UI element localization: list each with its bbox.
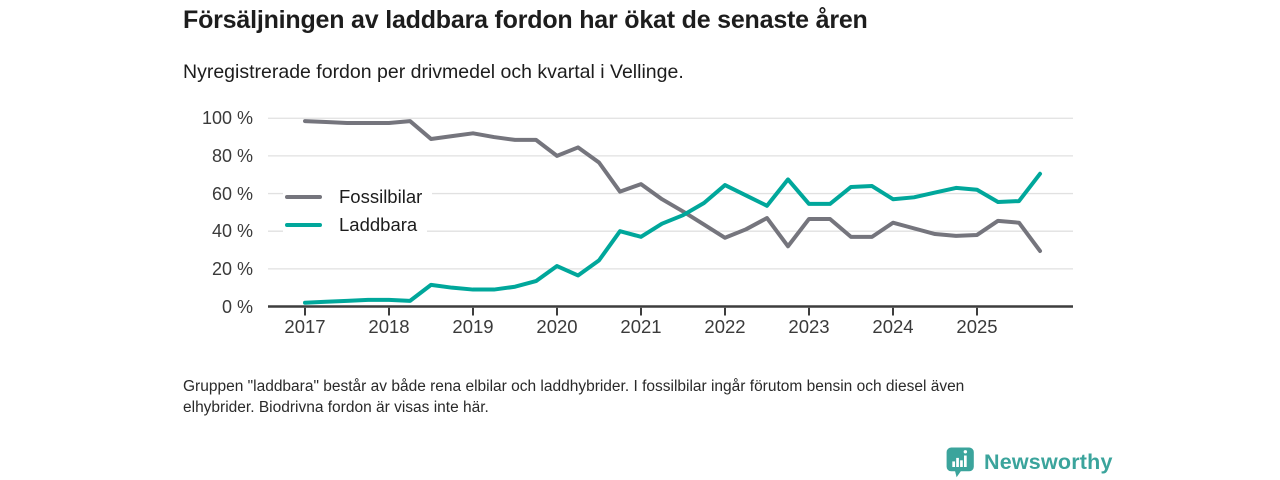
y-tick-label-0: 0 % (221, 296, 253, 317)
legend-label-fossilbilar: Fossilbilar (339, 186, 423, 207)
legend-label-laddbara: Laddbara (339, 214, 418, 235)
series-line-laddbara (303, 171, 1042, 305)
x-tick-label-2017: 2017 (284, 316, 326, 337)
legend-item-fossilbilar: Fossilbilar (283, 184, 433, 210)
chart-footnote: Gruppen "laddbara" består av både rena e… (183, 377, 964, 418)
y-tick-label-100: 100 % (201, 108, 253, 129)
footnote-line-1: Gruppen "laddbara" består av både rena e… (183, 378, 965, 395)
newsworthy-pin-barchart-icon (946, 447, 974, 478)
x-tick-label-2021: 2021 (620, 316, 662, 337)
x-tick-label-2022: 2022 (704, 316, 746, 337)
y-tick-label-80: 80 % (211, 145, 253, 166)
y-tick-label-40: 40 % (211, 221, 253, 242)
page-title: Försäljningen av laddbara fordon har öka… (183, 6, 868, 34)
legend-item-laddbara: Laddbara (283, 212, 428, 238)
footnote-line-2: elhybrider. Biodrivna fordon är visas in… (183, 398, 489, 416)
x-tick-label-2019: 2019 (452, 316, 494, 337)
newsworthy-logo[interactable]: Newsworthy (944, 446, 1113, 479)
x-tick-label-2025: 2025 (956, 316, 998, 337)
x-tick-label-2020: 2020 (536, 316, 578, 337)
series-line-fossilbilar (303, 119, 1042, 253)
chart-subtitle: Nyregistrerade fordon per drivmedel och … (183, 61, 684, 83)
newsworthy-logo-text: Newsworthy (984, 450, 1113, 474)
x-tick-label-2024: 2024 (872, 316, 914, 337)
y-tick-label-20: 20 % (211, 258, 253, 279)
y-tick-label-60: 60 % (211, 183, 253, 204)
x-tick-label-2023: 2023 (788, 316, 830, 337)
fossilbilar-line-swatch (285, 194, 322, 200)
laddbara-line-swatch (285, 222, 322, 228)
x-tick-label-2018: 2018 (368, 316, 410, 337)
